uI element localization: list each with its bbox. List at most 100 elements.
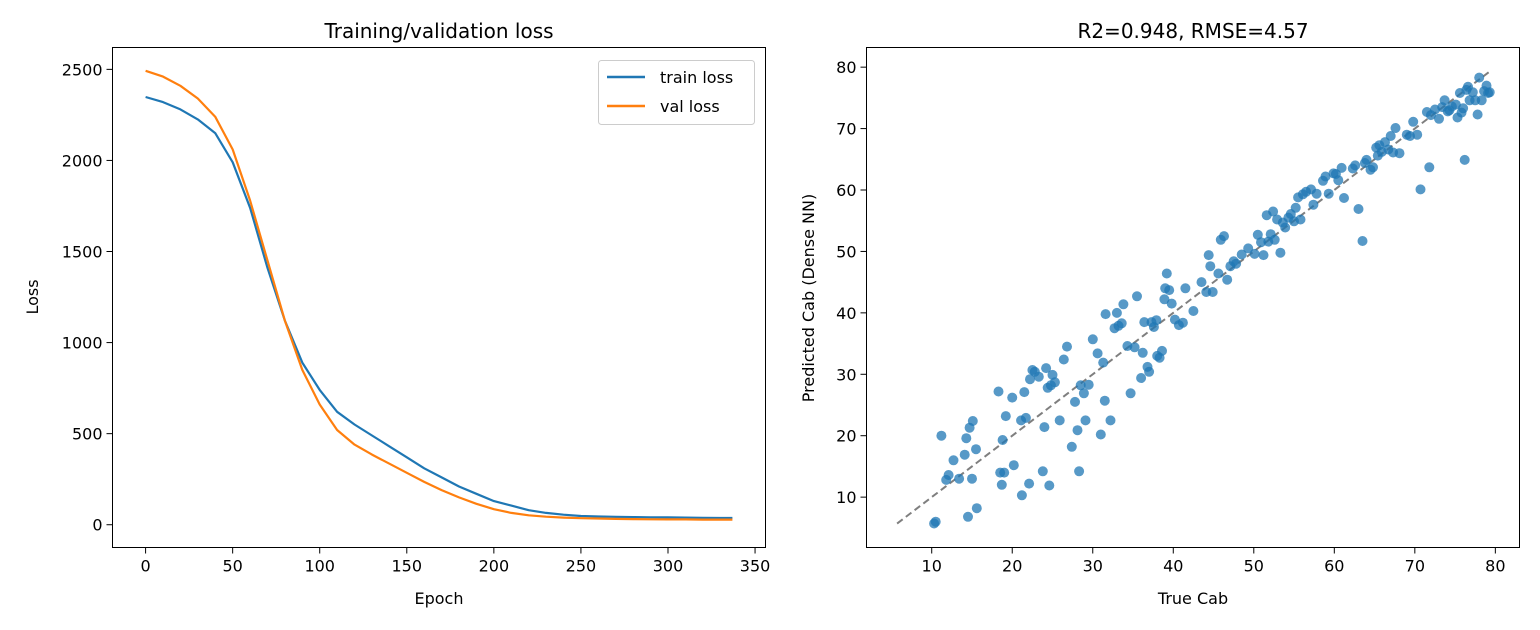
scatter-point <box>1151 315 1162 326</box>
loss-x-tick-label: 150 <box>392 557 423 576</box>
scatter-y-tick-label: 50 <box>836 242 856 261</box>
scatter-x-tick-label: 50 <box>1244 557 1264 576</box>
scatter-point <box>1323 188 1334 199</box>
scatter-point <box>1484 87 1495 98</box>
scatter-point <box>1368 162 1378 173</box>
scatter-x-tick-label: 30 <box>1083 557 1103 576</box>
scatter-point <box>1041 363 1052 374</box>
scatter-y-axis-label: Predicted Cab (Dense NN) <box>799 194 818 402</box>
scatter-point <box>1415 184 1426 195</box>
scatter-point <box>1308 199 1319 210</box>
scatter-point <box>1269 234 1280 245</box>
scatter-point <box>1066 441 1077 452</box>
scatter-point <box>993 386 1004 397</box>
loss-y-axis-label: Loss <box>23 279 42 314</box>
scatter-point <box>971 444 981 455</box>
loss-y-tick-label: 1000 <box>62 334 103 353</box>
scatter-point <box>1476 95 1487 106</box>
legend-label-val-loss: val loss <box>660 97 720 116</box>
scatter-point <box>1092 348 1103 359</box>
scatter-point <box>1136 373 1147 383</box>
scatter-point <box>1020 412 1031 423</box>
scatter-point <box>1390 123 1401 133</box>
scatter-point <box>948 455 959 466</box>
scatter-point <box>1280 222 1291 233</box>
scatter-point <box>1458 103 1469 114</box>
loss-chart-title: Training/validation loss <box>323 19 553 43</box>
scatter-point <box>1083 379 1094 390</box>
scatter-point <box>1424 162 1435 173</box>
scatter-point <box>1118 299 1129 310</box>
scatter-plot-frame <box>866 47 1520 548</box>
scatter-y-tick-label: 80 <box>836 58 856 77</box>
scatter-x-tick-label: 10 <box>922 557 942 576</box>
series-line-train-loss <box>145 95 733 520</box>
scatter-point <box>1256 237 1266 248</box>
scatter-point <box>1072 425 1083 436</box>
scatter-point <box>1062 341 1072 352</box>
scatter-point <box>1268 206 1279 217</box>
scatter-point <box>1025 374 1035 385</box>
scatter-point <box>967 416 978 426</box>
scatter-point <box>1177 317 1188 328</box>
scatter-point <box>1394 148 1405 159</box>
scatter-point <box>996 479 1007 490</box>
scatter-point <box>936 430 947 441</box>
scatter-point <box>1412 129 1423 140</box>
scatter-point <box>1311 188 1322 199</box>
scatter-point <box>1333 175 1344 186</box>
scatter-point <box>1024 478 1035 489</box>
scatter-y-tick-label: 10 <box>836 488 856 507</box>
scatter-point <box>1439 95 1450 106</box>
scatter-point <box>1203 250 1214 261</box>
identity-line <box>896 69 1492 525</box>
scatter-point <box>1290 202 1301 213</box>
loss-x-tick-label: 300 <box>653 557 684 576</box>
loss-ticks-group: 0 50 100 150 200 250 300 350 0 500 1000 1500 2000 250… <box>62 60 771 575</box>
scatter-point <box>1164 285 1175 296</box>
scatter-point <box>1033 371 1044 382</box>
scatter-point <box>1105 415 1116 426</box>
scatter-point <box>1039 422 1050 433</box>
scatter-chart-title: R2=0.948, RMSE=4.57 <box>1077 19 1308 43</box>
scatter-point <box>1408 116 1419 127</box>
scatter-y-tick-label: 70 <box>836 120 856 139</box>
scatter-point <box>943 470 954 480</box>
scatter-point <box>1087 334 1098 345</box>
scatter-point <box>1132 291 1142 302</box>
scatter-x-tick-label: 70 <box>1405 557 1425 576</box>
scatter-point <box>1129 342 1140 353</box>
scatter-point <box>1434 113 1444 124</box>
scatter-point <box>1116 318 1127 329</box>
scatter-point <box>1007 392 1018 403</box>
scatter-point <box>1157 345 1167 356</box>
scatter-point <box>1467 87 1478 98</box>
scatter-point <box>1196 277 1207 288</box>
scatter-point <box>1008 460 1019 471</box>
loss-legend: train loss val loss <box>598 60 755 125</box>
scatter-point <box>1258 250 1269 261</box>
scatter-point <box>1385 131 1396 141</box>
scatter-x-tick-label: 40 <box>1163 557 1183 576</box>
scatter-point <box>1080 415 1091 426</box>
scatter-point <box>1231 258 1242 269</box>
scatter-point <box>1070 396 1080 407</box>
scatter-point <box>1205 261 1216 272</box>
scatter-point <box>963 511 973 522</box>
loss-y-tick-label: 500 <box>72 425 103 444</box>
scatter-point <box>1137 347 1148 358</box>
scatter-point <box>954 473 965 484</box>
scatter-point <box>1161 268 1172 279</box>
scatter-point <box>1095 429 1106 440</box>
scatter-point <box>1350 160 1361 171</box>
scatter-point <box>1111 307 1122 318</box>
scatter-point <box>1074 466 1085 477</box>
scatter-point <box>1099 395 1110 406</box>
loss-x-tick-label: 50 <box>222 557 242 576</box>
scatter-x-tick-label: 60 <box>1324 557 1344 576</box>
scatter-point <box>930 516 941 527</box>
loss-y-tick-label: 2500 <box>62 60 103 79</box>
legend-label-train-loss: train loss <box>660 68 733 87</box>
scatter-point <box>999 467 1010 478</box>
